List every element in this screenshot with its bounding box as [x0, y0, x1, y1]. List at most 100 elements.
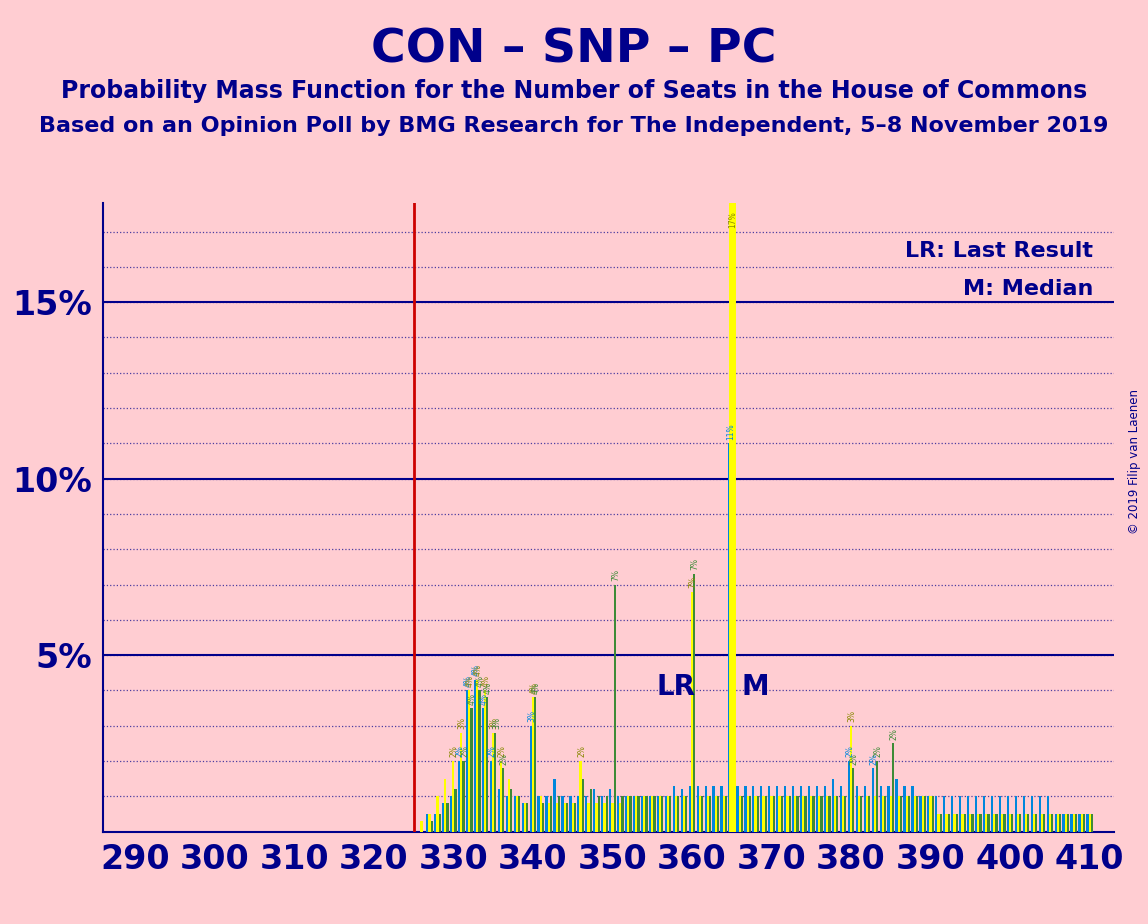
Bar — [808, 785, 810, 832]
Bar — [463, 761, 465, 832]
Bar — [610, 789, 611, 832]
Bar — [468, 690, 471, 832]
Bar — [569, 796, 572, 832]
Text: 3%: 3% — [458, 717, 467, 729]
Bar — [1088, 814, 1091, 832]
Bar — [629, 796, 631, 832]
Bar — [967, 796, 969, 832]
Bar — [1025, 814, 1027, 832]
Bar — [868, 796, 870, 832]
Bar — [505, 796, 507, 832]
Bar — [728, 444, 730, 832]
Bar — [995, 814, 998, 832]
Bar — [596, 803, 598, 832]
Bar — [922, 796, 924, 832]
Bar — [697, 785, 699, 832]
Bar — [510, 789, 512, 832]
Bar — [621, 796, 623, 832]
Bar — [1075, 814, 1077, 832]
Bar — [850, 725, 852, 832]
Bar — [585, 796, 588, 832]
Bar — [582, 779, 584, 832]
Bar — [507, 779, 510, 832]
Bar — [932, 796, 934, 832]
Bar — [847, 761, 850, 832]
Bar — [1019, 814, 1022, 832]
Text: 17%: 17% — [728, 212, 737, 228]
Text: Probability Mass Function for the Number of Seats in the House of Commons: Probability Mass Function for the Number… — [61, 79, 1087, 103]
Bar — [953, 814, 955, 832]
Bar — [1003, 814, 1006, 832]
Bar — [839, 785, 841, 832]
Bar — [1011, 814, 1014, 832]
Bar — [471, 708, 473, 832]
Bar — [649, 796, 651, 832]
Bar — [580, 761, 582, 832]
Bar — [1078, 814, 1080, 832]
Bar — [969, 814, 971, 832]
Bar — [653, 796, 656, 832]
Bar — [707, 796, 709, 832]
Bar — [979, 814, 982, 832]
Bar — [1086, 814, 1088, 832]
Bar — [1063, 814, 1064, 832]
Text: 2%: 2% — [498, 746, 506, 758]
Bar — [529, 725, 532, 832]
Bar — [627, 796, 629, 832]
Bar — [1035, 814, 1038, 832]
Bar — [693, 574, 696, 832]
Bar — [523, 803, 526, 832]
Bar — [665, 796, 667, 832]
Bar — [450, 796, 452, 832]
Text: 2%: 2% — [460, 746, 470, 758]
Bar — [452, 761, 455, 832]
Text: 2%: 2% — [869, 753, 878, 764]
Bar — [657, 796, 659, 832]
Bar — [606, 796, 607, 832]
Bar — [1072, 814, 1075, 832]
Bar — [1070, 814, 1072, 832]
Text: 2%: 2% — [845, 746, 854, 758]
Bar — [428, 814, 430, 832]
Bar — [718, 796, 719, 832]
Bar — [975, 796, 977, 832]
Bar — [492, 733, 494, 832]
Bar — [819, 796, 821, 832]
Bar — [936, 796, 938, 832]
Text: 2%: 2% — [850, 753, 859, 764]
Bar — [738, 796, 740, 832]
Bar — [983, 796, 985, 832]
Bar — [770, 796, 773, 832]
Bar — [518, 796, 520, 832]
Bar — [908, 796, 910, 832]
Bar — [1041, 814, 1044, 832]
Bar — [912, 785, 914, 832]
Bar — [827, 796, 829, 832]
Text: 2%: 2% — [874, 746, 883, 758]
Bar — [721, 785, 723, 832]
Bar — [513, 796, 515, 832]
Bar — [892, 743, 894, 832]
Bar — [661, 796, 664, 832]
Bar — [677, 796, 680, 832]
Bar — [466, 690, 468, 832]
Bar — [789, 796, 791, 832]
Bar — [455, 789, 457, 832]
Bar — [602, 796, 604, 832]
Bar — [637, 796, 639, 832]
Bar — [900, 796, 902, 832]
Bar — [613, 585, 615, 832]
Text: M: M — [742, 673, 769, 701]
Bar — [946, 814, 947, 832]
Bar — [930, 796, 932, 832]
Text: 2%: 2% — [577, 746, 587, 758]
Text: 4%: 4% — [468, 692, 478, 704]
Text: 4%: 4% — [466, 675, 475, 687]
Bar — [1047, 796, 1049, 832]
Bar — [765, 796, 767, 832]
Bar — [434, 814, 436, 832]
Bar — [1058, 814, 1061, 832]
Bar — [1049, 814, 1052, 832]
Bar — [723, 796, 724, 832]
Bar — [852, 768, 854, 832]
